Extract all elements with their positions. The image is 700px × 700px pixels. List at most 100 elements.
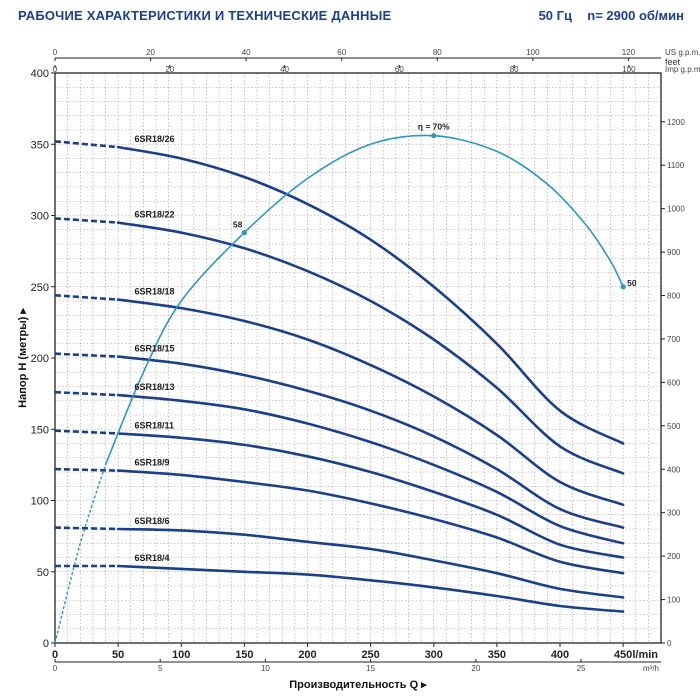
- efficiency-marker: [620, 284, 626, 290]
- series-label: 6SR18/13: [135, 382, 175, 392]
- efficiency-marker: [241, 230, 247, 236]
- curve-6SR18-13: [116, 393, 625, 545]
- chart-header: РАБОЧИЕ ХАРАКТЕРИСТИКИ И ТЕХНИЧЕСКИЕ ДАН…: [18, 6, 684, 28]
- axes: 0501001502002503003504000100200300400500…: [17, 48, 700, 691]
- curve-6SR18-22: [116, 221, 625, 475]
- efficiency-curve-group: η = 70% 58 50: [54, 122, 637, 644]
- impgpm-axis-unit: Imp g.p.m.: [665, 65, 700, 74]
- efficiency-label: η = 70%: [418, 122, 450, 132]
- x-tick-label: 250: [361, 649, 379, 661]
- x-axis-unit: l/min: [632, 649, 658, 661]
- usgpm-axis-unit: US g.p.m.: [665, 48, 700, 57]
- x-tick-label: 100: [172, 649, 190, 661]
- feet-tick-label: 400: [667, 465, 681, 474]
- efficiency-label: 58: [233, 220, 243, 230]
- m3h-tick-label: 10: [261, 664, 270, 673]
- x-tick-label: 300: [425, 649, 443, 661]
- m3h-tick-label: 15: [366, 664, 375, 673]
- y-tick-label: 350: [31, 139, 49, 151]
- curve-6SR18-13-dashed: [54, 390, 119, 397]
- chart-title: РАБОЧИЕ ХАРАКТЕРИСТИКИ И ТЕХНИЧЕСКИЕ ДАН…: [18, 8, 392, 23]
- curve-6SR18-6: [116, 527, 625, 599]
- speed-label: n= 2900 об/мин: [587, 8, 684, 23]
- m3h-tick-label: 20: [471, 664, 480, 673]
- m3h-tick-label: 5: [158, 664, 163, 673]
- y-tick-label: 200: [31, 353, 49, 365]
- y-tick-label: 50: [37, 567, 49, 579]
- curve-6SR18-9-dashed: [54, 467, 119, 472]
- impgpm-tick-label: 40: [280, 65, 289, 74]
- usgpm-tick-label: 0: [53, 48, 58, 57]
- x-tick-label: 200: [298, 649, 316, 661]
- series-label: 6SR18/9: [135, 458, 170, 468]
- m3h-axis-unit: m³/h: [643, 664, 659, 673]
- curve-6SR18-11: [116, 432, 625, 559]
- curve-6SR18-9: [116, 469, 625, 575]
- curve-6SR18-4: [116, 564, 625, 613]
- impgpm-tick-label: 100: [622, 65, 636, 74]
- feet-axis-unit: feet: [665, 57, 681, 67]
- feet-tick-label: 500: [667, 422, 681, 431]
- curve-6SR18-18-dashed: [54, 294, 119, 301]
- efficiency-marker: [431, 133, 437, 139]
- usgpm-tick-label: 40: [242, 48, 251, 57]
- grid: [55, 73, 661, 643]
- usgpm-tick-label: 80: [433, 48, 442, 57]
- impgpm-tick-label: 60: [395, 65, 404, 74]
- series-label: 6SR18/4: [135, 553, 170, 563]
- curve-6SR18-26: [116, 145, 625, 445]
- efficiency-label: 50: [627, 278, 637, 288]
- curve-6SR18-6-dashed: [54, 526, 119, 531]
- x-tick-label: 350: [488, 649, 506, 661]
- impgpm-tick-label: 80: [510, 65, 519, 74]
- y-tick-label: 300: [31, 211, 49, 223]
- y-tick-label: 250: [31, 282, 49, 294]
- feet-tick-label: 800: [667, 292, 681, 301]
- feet-tick-label: 200: [667, 552, 681, 561]
- series-labels: 6SR18/26 6SR18/22 6SR18/18 6SR18/15 6SR18/13…: [135, 134, 175, 563]
- y-tick-label: 150: [31, 424, 49, 436]
- usgpm-tick-label: 120: [622, 48, 636, 57]
- series-label: 6SR18/22: [135, 210, 175, 220]
- series-label: 6SR18/11: [135, 421, 175, 431]
- usgpm-tick-label: 20: [146, 48, 155, 57]
- y-tick-label: 400: [31, 68, 49, 80]
- feet-tick-label: 600: [667, 378, 681, 387]
- y-axis-title: Напор H (метры) ▸: [17, 308, 29, 408]
- usgpm-tick-label: 100: [526, 48, 540, 57]
- x-axis-title: Производительность Q ▸: [289, 679, 427, 691]
- curve-6SR18-15: [116, 355, 625, 529]
- m3h-tick-label: 0: [53, 664, 58, 673]
- frequency-label: 50 Гц: [538, 8, 572, 23]
- y-tick-label: 100: [31, 496, 49, 508]
- x-tick-label: 0: [52, 649, 58, 661]
- efficiency-curve-dashed: [54, 464, 107, 644]
- feet-tick-label: 1100: [667, 161, 685, 170]
- feet-tick-label: 900: [667, 248, 681, 257]
- x-tick-label: 400: [551, 649, 569, 661]
- curve-6SR18-15-dashed: [54, 352, 119, 358]
- series-label: 6SR18/15: [135, 344, 175, 354]
- feet-tick-label: 0: [667, 639, 672, 648]
- curve-6SR18-22-dashed: [54, 217, 119, 224]
- feet-tick-label: 300: [667, 509, 681, 518]
- x-tick-label: 150: [235, 649, 253, 661]
- x-tick-label: 50: [112, 649, 124, 661]
- series-label: 6SR18/6: [135, 516, 170, 526]
- impgpm-tick-label: 0: [53, 65, 58, 74]
- usgpm-tick-label: 60: [337, 48, 346, 57]
- feet-tick-label: 100: [667, 596, 681, 605]
- feet-tick-label: 1000: [667, 205, 685, 214]
- series-label: 6SR18/26: [135, 134, 175, 144]
- feet-tick-label: 1200: [667, 118, 685, 127]
- x-tick-label: 450: [614, 649, 632, 661]
- curve-6SR18-18: [116, 298, 625, 507]
- series-label: 6SR18/18: [135, 287, 175, 297]
- efficiency-curve: [104, 134, 624, 466]
- curve-6SR18-26-dashed: [54, 140, 119, 149]
- curve-6SR18-11-dashed: [54, 429, 119, 435]
- m3h-tick-label: 25: [577, 664, 586, 673]
- performance-curves: [54, 140, 625, 613]
- feet-tick-label: 700: [667, 335, 681, 344]
